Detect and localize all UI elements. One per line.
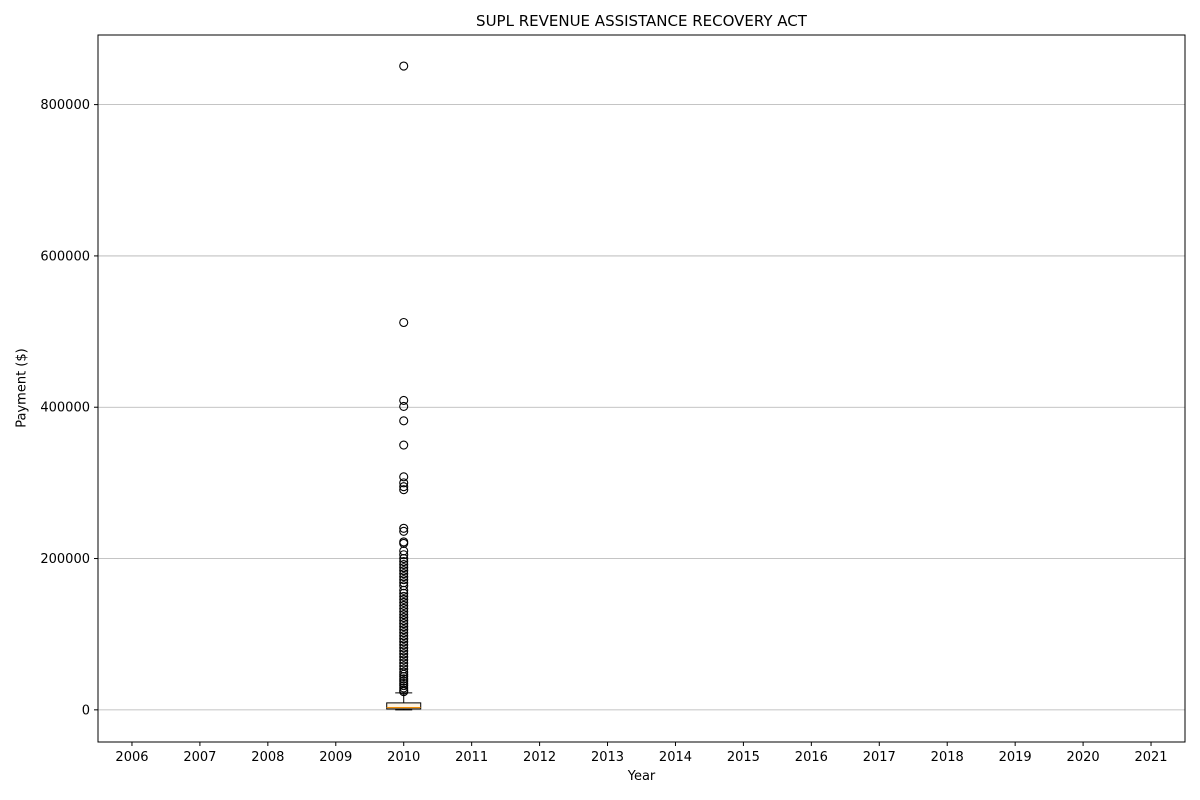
outlier-point: [399, 588, 409, 598]
outlier-point: [399, 560, 409, 570]
outlier-point: [399, 687, 409, 697]
outlier-point: [399, 61, 409, 71]
outlier-point: [399, 485, 409, 495]
grid-lines: [98, 104, 1185, 711]
outlier-point: [399, 649, 409, 659]
chart-title: SUPL REVENUE ASSISTANCE RECOVERY ACT: [476, 12, 807, 30]
outlier-point: [399, 569, 409, 579]
x-tick-label: 2015: [727, 750, 760, 765]
outlier-point: [399, 478, 409, 488]
x-tick-label: 2007: [183, 750, 216, 765]
box-iqr: [386, 702, 422, 710]
outlier-point: [399, 523, 409, 533]
outlier-point: [399, 600, 409, 610]
outlier-point: [399, 628, 409, 638]
outlier-point: [399, 637, 409, 647]
axes-frame: [97, 34, 1186, 743]
x-tick-label: 2020: [1067, 750, 1100, 765]
outlier-point: [399, 594, 409, 604]
outlier-point: [399, 619, 409, 629]
y-tick-label: 200000: [40, 552, 90, 567]
outlier-point: [399, 622, 409, 632]
outlier-point: [399, 526, 409, 536]
outlier-point: [399, 597, 409, 607]
outlier-point: [399, 646, 409, 656]
x-tick-label: 2019: [999, 750, 1032, 765]
outlier-point: [399, 575, 409, 585]
outlier-point: [399, 585, 409, 595]
outlier-point: [399, 655, 409, 665]
outlier-point: [399, 416, 409, 426]
x-tick-label: 2018: [931, 750, 964, 765]
outlier-point: [399, 643, 409, 653]
x-tick-label: 2010: [387, 750, 420, 765]
outlier-point: [399, 674, 409, 684]
x-tick-label: 2006: [115, 750, 148, 765]
outlier-point: [399, 667, 409, 677]
x-axis-label: Year: [627, 769, 656, 784]
outlier-point: [399, 634, 409, 644]
outlier-point: [399, 676, 409, 686]
outlier-point: [399, 482, 409, 492]
y-tick-label: 0: [82, 703, 90, 718]
outlier-point: [399, 612, 409, 623]
x-tick-label: 2009: [319, 750, 352, 765]
x-tick-label: 2017: [863, 750, 896, 765]
axis-layer: 0 200000 400000 600000 800000 2006 2007 2008 200…: [40, 34, 1186, 765]
outlier-point: [399, 631, 409, 641]
outlier-point: [399, 395, 409, 405]
outlier-point: [399, 557, 409, 567]
outlier-point: [399, 440, 409, 450]
outlier-point: [399, 683, 409, 693]
outlier-point: [399, 603, 409, 614]
outlier-point: [399, 616, 409, 626]
outlier-point: [399, 553, 409, 564]
x-tick-label: 2021: [1134, 750, 1167, 765]
outlier-point: [399, 550, 409, 560]
x-tick-label: 2011: [455, 750, 488, 765]
x-tick-label: 2014: [659, 750, 692, 765]
outlier-point: [399, 652, 409, 662]
x-tick-label: 2008: [251, 750, 284, 765]
box-layer: [386, 692, 422, 711]
outlier-point: [399, 566, 409, 576]
outlier-point: [399, 591, 409, 601]
outlier-point: [399, 672, 409, 682]
outlier-point: [399, 658, 409, 668]
outlier-point: [399, 609, 409, 620]
outlier-point: [399, 669, 409, 679]
outlier-point: [399, 681, 409, 691]
x-tick-label: 2016: [795, 750, 828, 765]
outlier-point: [399, 401, 409, 412]
outlier-point: [399, 563, 409, 573]
x-tick-label: 2013: [591, 750, 624, 765]
outlier-point: [399, 472, 409, 482]
x-tick-label: 2012: [523, 750, 556, 765]
outlier-point: [399, 606, 409, 617]
outlier-point: [399, 572, 409, 582]
y-tick-label: 800000: [40, 98, 90, 113]
outlier-point: [399, 640, 409, 650]
outlier-point: [399, 317, 409, 328]
y-tick-label: 600000: [40, 249, 90, 264]
outlier-layer: [399, 61, 409, 697]
y-tick-label: 400000: [40, 401, 90, 416]
outlier-point: [399, 625, 409, 635]
